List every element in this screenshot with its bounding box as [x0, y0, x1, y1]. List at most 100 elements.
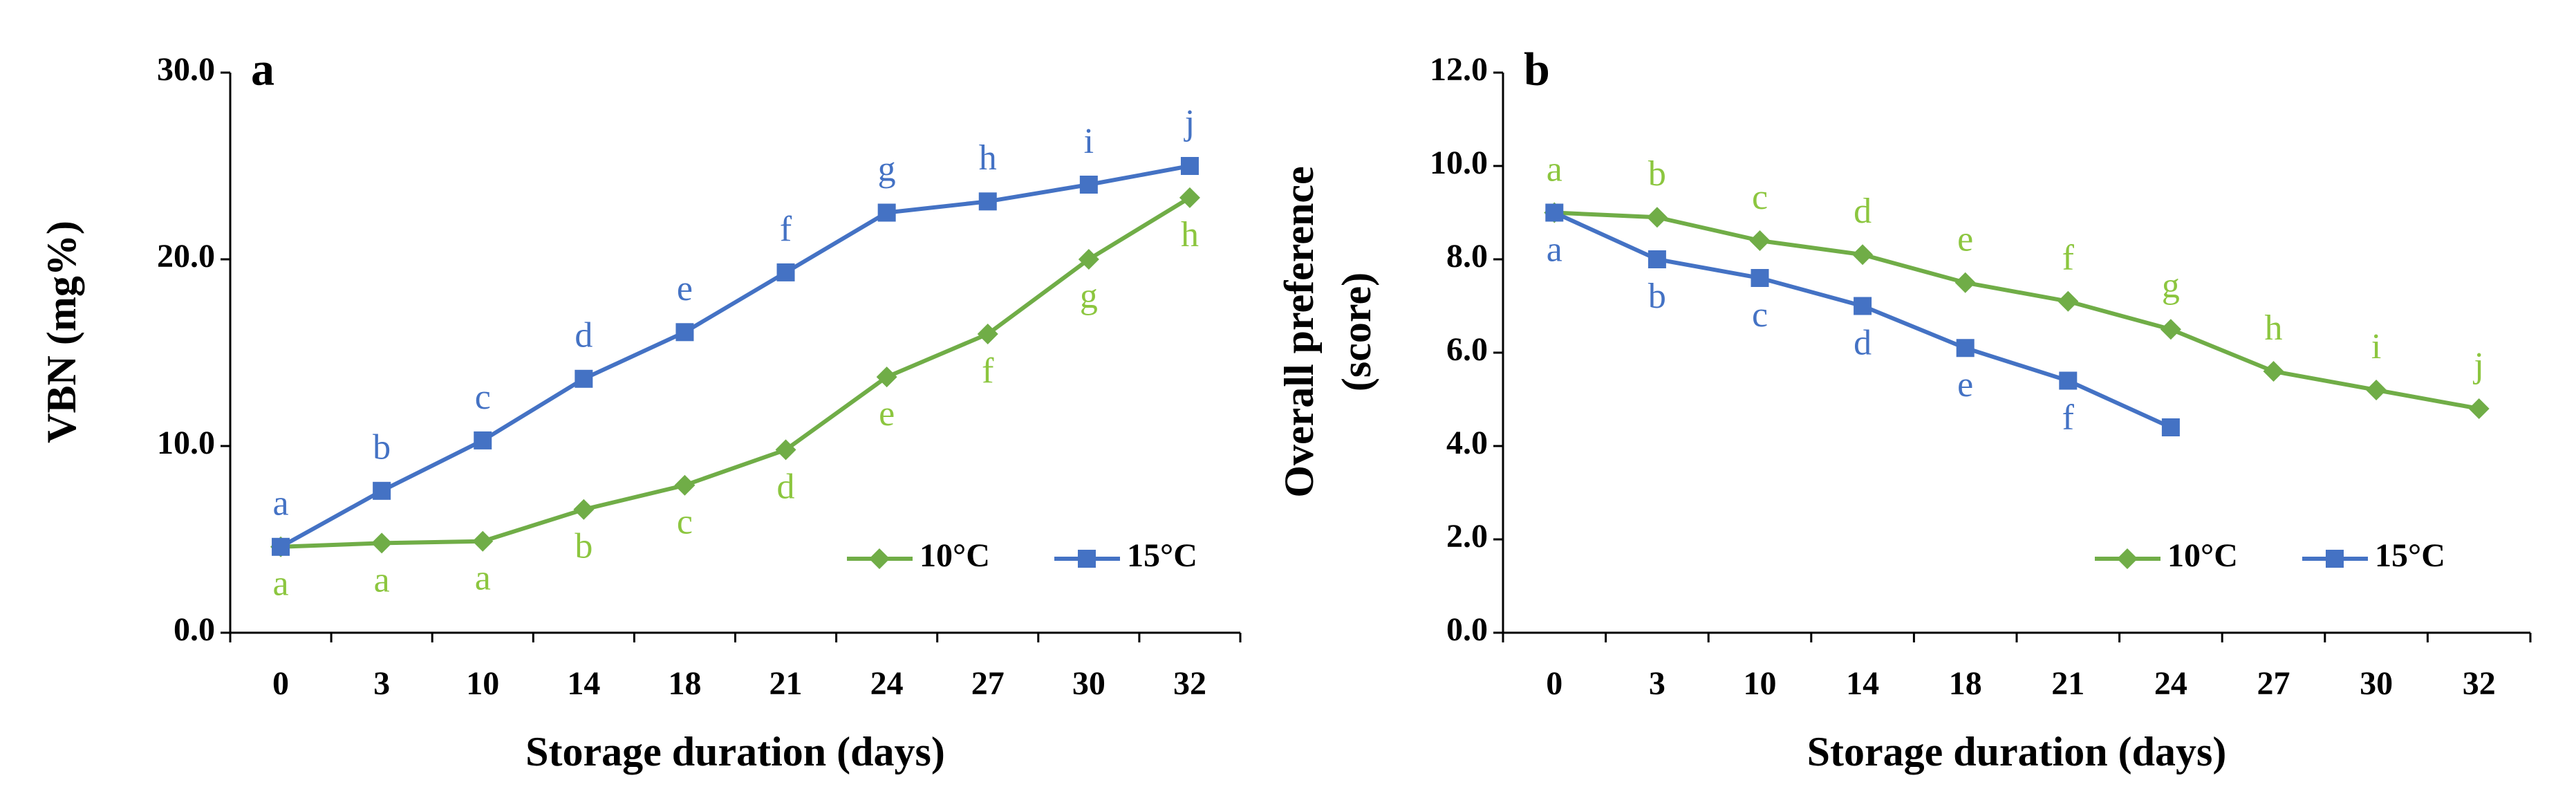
- marker: [869, 548, 890, 569]
- x-tick-label: 32: [1173, 665, 1206, 702]
- legend-label: 15°C: [2375, 537, 2445, 574]
- significance-letter: j: [1184, 103, 1195, 142]
- x-tick-label: 3: [373, 665, 390, 702]
- significance-letter: h: [979, 138, 997, 178]
- series-line: [279, 164, 1191, 549]
- x-tick-label: 10: [1744, 665, 1777, 702]
- marker: [1854, 297, 1872, 315]
- significance-letter: d: [777, 467, 795, 506]
- significance-letter: a: [273, 484, 289, 523]
- y-tick-label: 2.0: [1446, 518, 1488, 555]
- x-tick-label: 27: [971, 665, 1005, 702]
- significance-letter: c: [1752, 295, 1768, 335]
- x-tick-label: 0: [1546, 665, 1562, 702]
- marker: [373, 481, 391, 500]
- marker: [573, 499, 595, 520]
- marker: [2161, 418, 2180, 436]
- x-tick-label: 14: [1846, 665, 1879, 702]
- y-tick-label: 4.0: [1446, 425, 1488, 461]
- x-tick-label: 24: [870, 665, 904, 702]
- significance-letter: d: [1854, 192, 1872, 231]
- significance-letter: f: [982, 351, 994, 391]
- significance-letter: e: [1957, 220, 1973, 259]
- marker: [2160, 319, 2181, 340]
- significance-letter: e: [1957, 365, 1973, 405]
- series-line: [1554, 210, 2480, 411]
- significance-letter: i: [2371, 327, 2381, 366]
- marker: [2326, 550, 2344, 568]
- significance-letter: d: [575, 316, 592, 355]
- marker: [1646, 207, 1668, 228]
- significance-letter: f: [2062, 239, 2075, 278]
- marker: [977, 324, 998, 344]
- marker: [978, 192, 997, 211]
- y-tick-label: 30.0: [157, 51, 215, 88]
- significance-letter: e: [879, 394, 895, 434]
- legend-label: 10°C: [920, 537, 990, 574]
- marker: [1179, 187, 1200, 208]
- marker: [1180, 157, 1199, 175]
- y-tick-label: 6.0: [1446, 331, 1488, 368]
- significance-letter: b: [1648, 277, 1666, 316]
- marker: [472, 530, 494, 552]
- significance-letter: a: [475, 559, 491, 598]
- significance-letter: g: [878, 149, 896, 189]
- marker: [2059, 371, 2078, 390]
- significance-letter: h: [2265, 308, 2283, 348]
- significance-letter: a: [273, 564, 289, 604]
- x-axis-title: Storage duration (days): [525, 729, 945, 774]
- y-tick-label: 8.0: [1446, 238, 1488, 275]
- significance-letter: a: [1547, 230, 1562, 269]
- marker: [1852, 244, 1874, 266]
- significance-letter: d: [1854, 323, 1872, 362]
- marker: [775, 439, 796, 461]
- significance-letter: c: [1752, 178, 1768, 217]
- x-tick-label: 18: [668, 665, 701, 702]
- legend-label: 15°C: [1127, 537, 1197, 574]
- significance-letter: f: [2062, 398, 2075, 437]
- significance-letter: e: [677, 269, 693, 308]
- x-tick-label: 24: [2154, 665, 2187, 702]
- y-tick-label: 10.0: [157, 425, 215, 461]
- significance-letter: h: [1181, 215, 1199, 254]
- marker: [2468, 398, 2490, 419]
- y-tick-label: 0.0: [174, 611, 215, 648]
- y-axis-title: (score): [1334, 272, 1379, 391]
- marker: [474, 431, 492, 449]
- marker: [2366, 380, 2387, 400]
- significance-letter: c: [677, 503, 693, 542]
- marker: [674, 474, 696, 496]
- marker: [1749, 230, 1771, 251]
- marker: [1956, 339, 1975, 358]
- x-tick-label: 30: [1072, 665, 1105, 702]
- x-axis-title: Storage duration (days): [1807, 729, 2227, 774]
- marker: [1079, 176, 1098, 194]
- x-tick-label: 10: [466, 665, 499, 702]
- marker: [877, 203, 896, 222]
- significance-letter: g: [1080, 277, 1098, 316]
- marker: [575, 369, 593, 388]
- x-tick-label: 32: [2463, 665, 2496, 702]
- x-tick-label: 0: [272, 665, 289, 702]
- marker: [776, 263, 795, 281]
- significance-letter: c: [475, 378, 491, 417]
- y-axis-title: Overall preference: [1276, 166, 1322, 497]
- marker: [1954, 272, 1976, 293]
- marker: [2117, 548, 2138, 569]
- significance-letter: a: [374, 560, 390, 600]
- marker: [1078, 249, 1099, 270]
- marker: [371, 532, 393, 554]
- x-tick-label: 14: [567, 665, 600, 702]
- x-tick-label: 30: [2360, 665, 2393, 702]
- marker: [272, 537, 290, 556]
- marker: [1751, 269, 1769, 287]
- x-tick-label: 21: [2051, 665, 2084, 702]
- significance-letter: b: [575, 527, 592, 566]
- marker: [876, 366, 897, 388]
- marker: [2057, 290, 2079, 312]
- significance-letter: j: [2472, 346, 2483, 385]
- y-axis-title: VBN (mg%): [39, 221, 84, 443]
- significance-letter: f: [780, 210, 792, 249]
- x-tick-label: 21: [769, 665, 803, 702]
